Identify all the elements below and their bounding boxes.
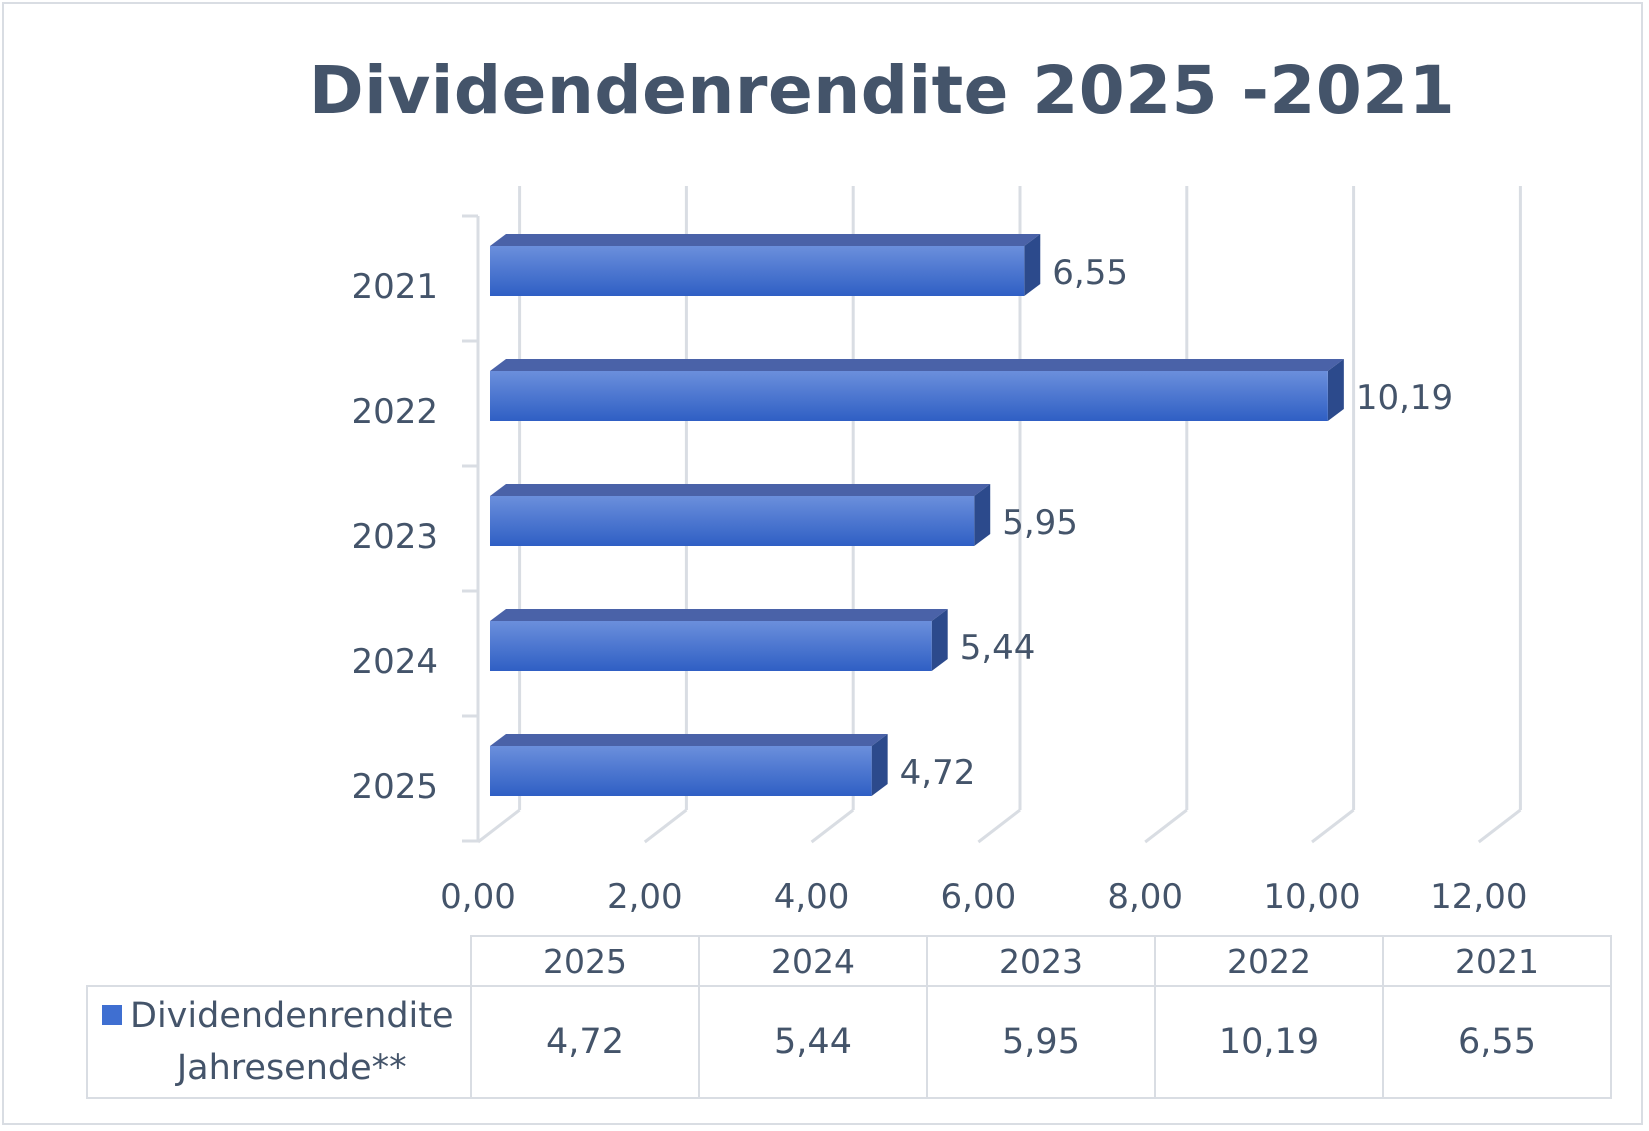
series-label-line2: Jahresende**	[176, 1048, 407, 1088]
data-table: 2025 2024 2023 2022 2021 Dividendenrendi…	[86, 935, 1612, 1099]
data-table-header: 2022	[1154, 935, 1384, 987]
bar-top-face	[490, 484, 991, 496]
bar	[490, 746, 872, 796]
chart-title: Dividendenrendite 2025 -2021	[308, 52, 1456, 129]
bar-side-face	[931, 609, 948, 671]
x-tick-label: 4,00	[774, 877, 850, 917]
gridline-floor	[1477, 808, 1522, 844]
data-table-corner	[87, 936, 472, 987]
gridline-floor	[977, 808, 1021, 844]
data-table-header-row: 2025 2024 2023 2022 2021	[87, 935, 1612, 987]
x-tick-label: 6,00	[941, 877, 1017, 917]
bar	[490, 621, 932, 671]
data-table-series-label: Dividendenrendite Jahresende**	[86, 985, 472, 1099]
series-label-line1: Dividendenrendite	[130, 996, 454, 1036]
x-tick-label: 0,00	[440, 877, 516, 917]
data-table-value: 5,44	[698, 985, 928, 1099]
bar-value-label: 5,44	[960, 628, 1036, 668]
bar-value-label: 4,72	[900, 753, 976, 793]
bar-value-label: 10,19	[1356, 378, 1453, 418]
bar-value-label: 6,55	[1052, 253, 1128, 293]
bar-value-label: 5,95	[1002, 503, 1078, 543]
gridline-floor	[810, 808, 855, 844]
y-category-label: 2023	[351, 517, 438, 557]
bar-top-face	[490, 234, 1041, 246]
data-table-header: 2021	[1382, 935, 1612, 987]
x-tick-label: 2,00	[607, 877, 683, 917]
data-table-value: 5,95	[926, 985, 1156, 1099]
y-category-label: 2021	[351, 267, 438, 307]
bar-side-face	[1327, 359, 1344, 421]
bar-top-face	[490, 609, 948, 621]
x-tick-label: 10,00	[1263, 877, 1360, 917]
data-table-header: 2025	[470, 935, 700, 987]
bar	[490, 496, 975, 546]
data-table-value: 10,19	[1154, 985, 1384, 1099]
y-category-label: 2024	[351, 642, 438, 682]
bar-side-face	[871, 734, 888, 796]
data-table-value: 6,55	[1382, 985, 1612, 1099]
gridline-floor	[643, 808, 688, 844]
bar-top-face	[490, 734, 888, 746]
data-table-header: 2024	[698, 935, 928, 987]
gridline-floor	[477, 808, 521, 844]
bar	[490, 246, 1025, 296]
gridline-floor	[1311, 808, 1355, 844]
data-table-value: 4,72	[470, 985, 700, 1099]
data-table-header: 2023	[926, 935, 1156, 987]
bar	[490, 371, 1328, 421]
bar-side-face	[974, 484, 991, 546]
x-tick-label: 12,00	[1430, 877, 1527, 917]
y-category-label: 2025	[351, 767, 438, 807]
series-label-text: Dividendenrendite Jahresende**	[130, 990, 454, 1094]
data-table-value-row: Dividendenrendite Jahresende** 4,72 5,44 …	[86, 985, 1612, 1099]
gridline-floor	[1144, 808, 1188, 844]
y-category-label: 2022	[351, 392, 438, 432]
bar-side-face	[1024, 234, 1041, 296]
legend-swatch	[102, 1005, 122, 1025]
x-tick-label: 8,00	[1107, 877, 1183, 917]
bar-top-face	[490, 359, 1344, 371]
